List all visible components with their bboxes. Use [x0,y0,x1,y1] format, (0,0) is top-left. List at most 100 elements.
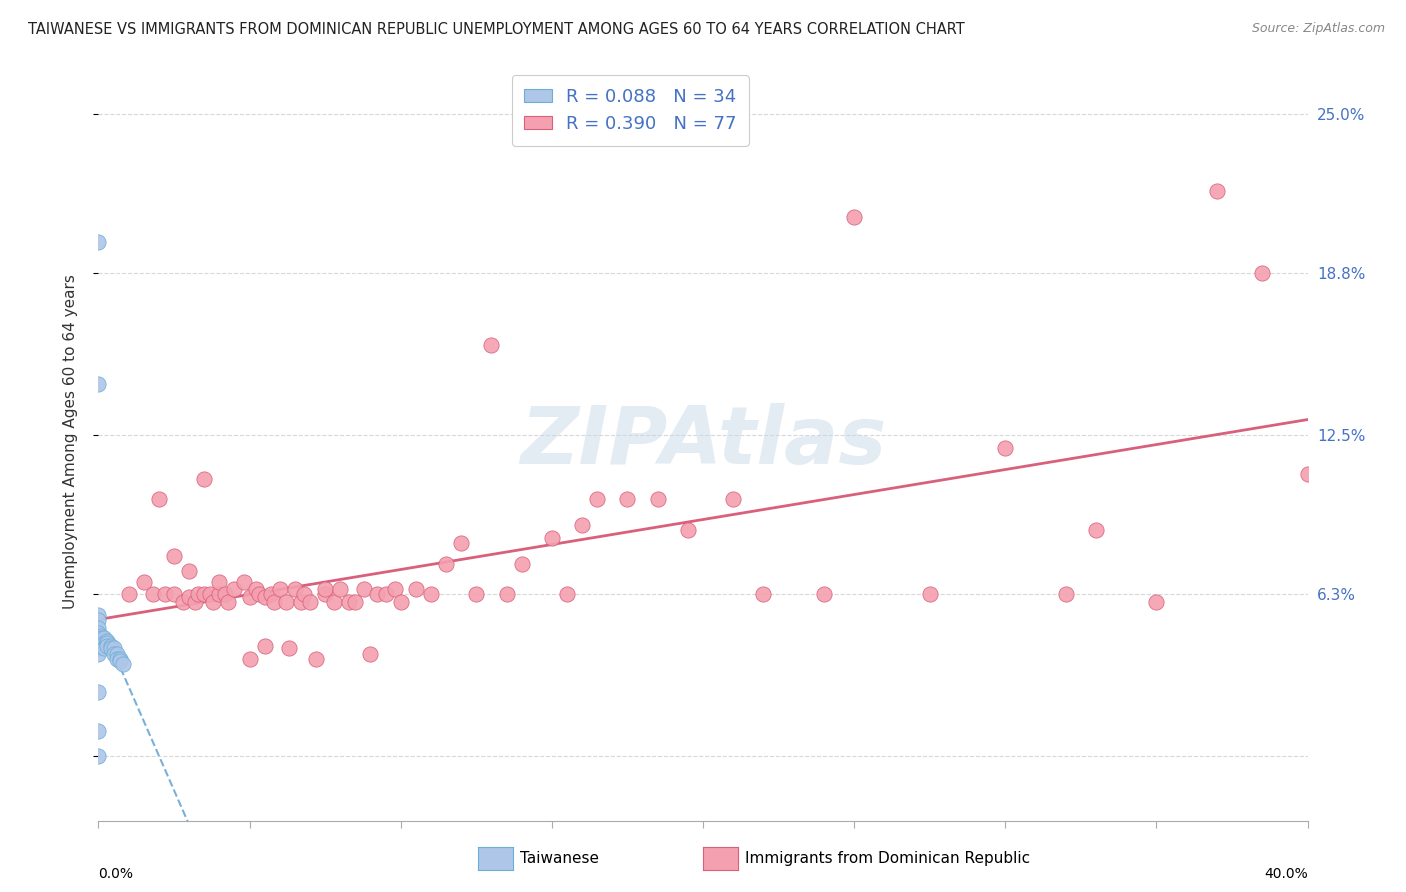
Point [87,647,110,661]
Legend: R = 0.088   N = 34, R = 0.390   N = 77: R = 0.088 N = 34, R = 0.390 N = 77 [512,75,749,145]
Point [103,647,125,661]
Text: Source: ZipAtlas.com: Source: ZipAtlas.com [1251,22,1385,36]
Point [260,587,283,601]
Point [87,607,110,622]
Point [314,587,336,601]
Point [239,590,262,604]
Point [555,587,578,601]
Text: ZIPAtlas: ZIPAtlas [520,402,886,481]
Point [495,587,517,601]
Point [184,595,207,609]
Point [1251,266,1274,280]
Y-axis label: Unemployment Among Ages 60 to 64 years: Unemployment Among Ages 60 to 64 years [63,274,77,609]
Point [450,536,472,550]
Point [586,492,609,507]
Point [118,587,141,601]
Point [179,590,201,604]
Point [96,636,118,650]
Point [305,651,328,665]
Point [1085,523,1108,537]
Point [389,595,412,609]
Point [87,636,110,650]
Point [105,647,128,661]
Point [571,518,593,533]
Point [314,582,336,597]
Point [179,565,201,579]
Point [202,595,225,609]
Point [87,235,110,250]
Point [148,492,170,507]
Point [337,595,360,609]
Point [616,492,638,507]
Point [290,595,312,609]
Point [752,587,775,601]
Point [153,587,176,601]
Point [87,621,110,635]
Text: 0.0%: 0.0% [98,867,134,881]
Point [103,641,125,656]
Point [299,595,322,609]
Point [274,595,297,609]
Point [163,587,186,601]
Point [239,651,262,665]
Point [253,590,276,604]
Point [723,492,745,507]
Point [217,595,239,609]
Point [87,685,110,699]
Point [510,557,533,571]
Point [353,582,375,597]
Point [193,472,215,486]
Point [193,587,215,601]
Point [253,639,276,653]
Point [465,587,488,601]
Point [245,582,267,597]
Point [263,595,285,609]
Point [214,587,236,601]
Point [87,641,110,656]
Point [100,639,122,653]
Point [87,749,110,764]
Point [87,631,110,645]
Point [100,641,122,656]
Point [87,633,110,648]
Text: Immigrants from Dominican Republic: Immigrants from Dominican Republic [745,852,1031,866]
Point [676,523,699,537]
Point [844,210,866,224]
Point [360,647,382,661]
Point [994,441,1017,455]
Point [96,633,118,648]
Text: 40.0%: 40.0% [1264,867,1308,881]
Point [90,636,112,650]
Point [329,582,352,597]
Point [208,587,231,601]
Point [111,657,134,671]
Point [1144,595,1167,609]
Point [108,654,131,668]
Point [405,582,427,597]
Point [481,338,503,352]
Point [1206,184,1229,198]
Point [232,574,254,589]
Point [132,574,155,589]
Point [87,613,110,627]
Point [200,587,222,601]
Point [374,587,396,601]
Point [918,587,941,601]
Point [87,376,110,391]
Point [1054,587,1077,601]
Point [93,641,115,656]
Point [434,557,457,571]
Point [344,595,367,609]
Point [93,636,115,650]
Point [269,582,291,597]
Point [87,626,110,640]
Point [105,651,128,665]
Point [284,582,307,597]
Point [90,631,112,645]
Point [420,587,443,601]
Point [96,639,118,653]
Point [292,587,315,601]
Point [224,582,246,597]
Point [90,629,112,643]
Point [323,595,346,609]
